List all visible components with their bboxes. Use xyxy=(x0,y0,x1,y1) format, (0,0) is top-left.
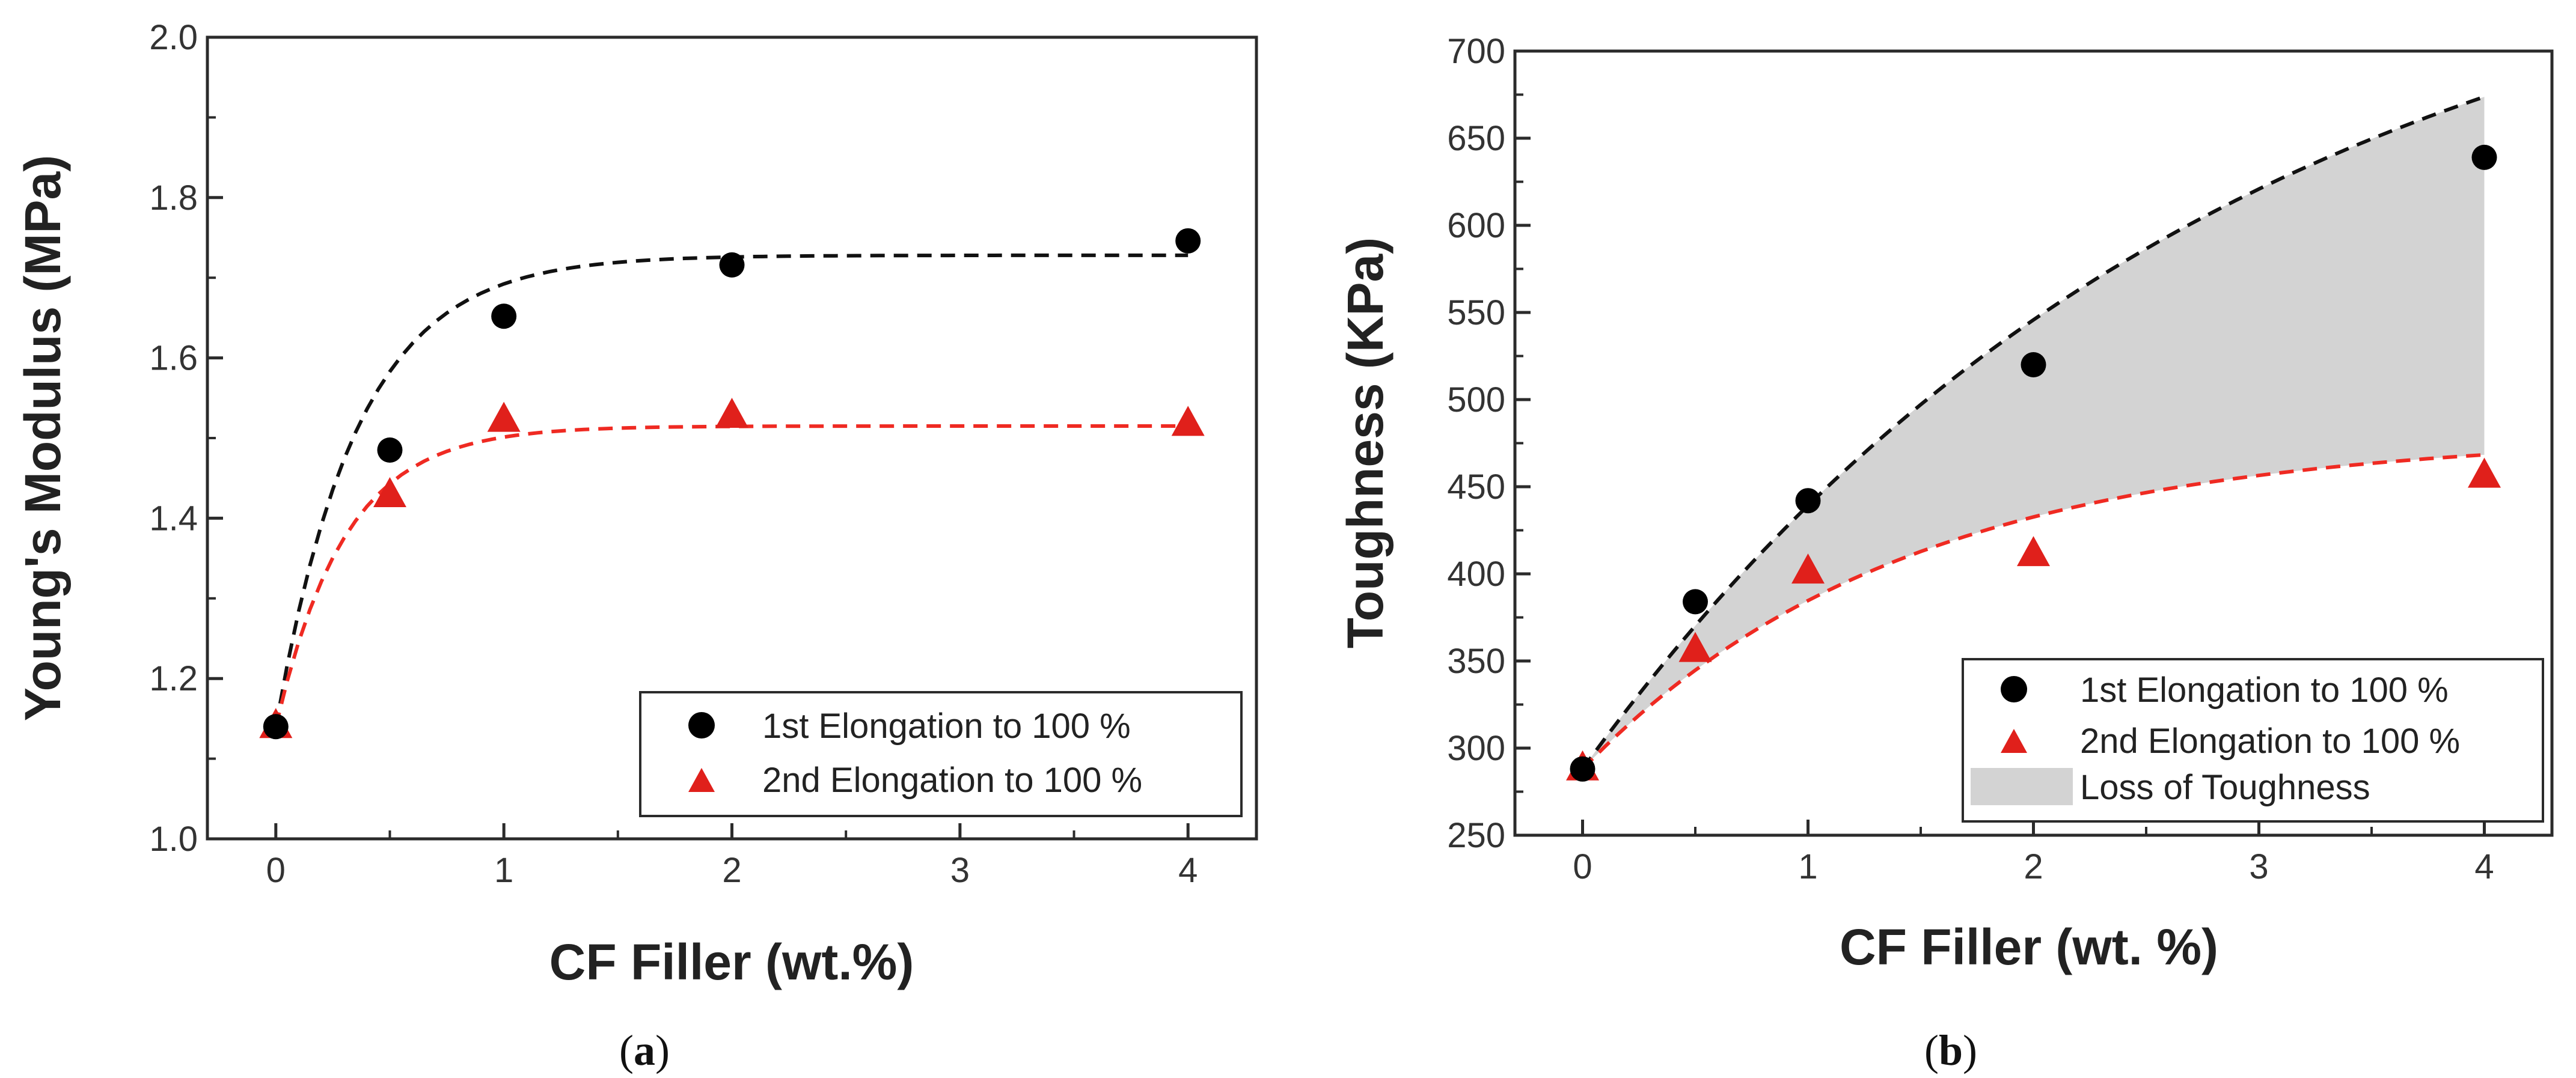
legend-label: 1st Elongation to 100 % xyxy=(2080,671,2449,710)
legend-label: 2nd Elongation to 100 % xyxy=(762,761,1142,800)
data-point-circle xyxy=(491,303,517,329)
x-tick-label: 0 xyxy=(1573,847,1592,886)
y-tick-label: 400 xyxy=(1447,555,1505,594)
x-tick-label: 4 xyxy=(2474,847,2494,886)
legend-label: 1st Elongation to 100 % xyxy=(762,707,1131,746)
data-point-circle xyxy=(2021,352,2046,377)
y-tick-label: 450 xyxy=(1447,467,1505,507)
data-point-triangle xyxy=(373,477,406,508)
y-tick-label: 600 xyxy=(1447,206,1505,245)
x-axis-title: CF Filler (wt. %) xyxy=(1840,919,2218,975)
data-point-circle xyxy=(1795,488,1821,514)
loss-of-toughness-region xyxy=(1582,97,2485,769)
x-tick-label: 2 xyxy=(2024,847,2043,886)
legend: 1st Elongation to 100 % 2nd Elongation t… xyxy=(1962,658,2544,823)
panel-caption-letter: a xyxy=(634,1026,655,1074)
x-tick-label: 4 xyxy=(1178,851,1198,890)
y-tick-label: 1.4 xyxy=(149,499,198,538)
y-tick-label: 500 xyxy=(1447,380,1505,419)
fit-curve xyxy=(1581,452,2485,770)
x-tick-label: 1 xyxy=(1798,847,1817,886)
fit-curve xyxy=(274,253,1189,727)
legend-marker-circle xyxy=(2001,676,2027,702)
fit-curve xyxy=(274,424,1189,727)
data-point-triangle xyxy=(1171,406,1205,436)
panel-b-toughness-chart: 0 1 2 3 4 250 300 350 400 450 500 550 600 650 700 Toug… xyxy=(1337,32,2554,1074)
y-tick-label: 2.0 xyxy=(149,18,198,57)
loss-of-toughness-area xyxy=(1582,97,2485,769)
fit-curves xyxy=(274,253,1189,727)
data-point-circle xyxy=(377,437,403,463)
x-axis-title: CF Filler (wt.%) xyxy=(549,934,914,990)
data-point-circle xyxy=(263,714,289,740)
fit-curve xyxy=(1581,95,2485,770)
y-tick-label: 700 xyxy=(1447,32,1505,71)
legend-marker-circle xyxy=(688,712,715,738)
panel-caption: (b) xyxy=(1924,1026,1977,1074)
data-point-triangle xyxy=(2017,536,2050,567)
x-tick-label: 3 xyxy=(950,851,970,890)
y-tick-label: 1.2 xyxy=(149,659,198,698)
y-tick-label: 250 xyxy=(1447,816,1505,855)
fit-curves xyxy=(1581,95,2485,770)
data-point-triangle xyxy=(487,401,521,432)
data-points xyxy=(259,228,1205,740)
x-tick-label: 3 xyxy=(2249,847,2268,886)
data-point-circle xyxy=(1175,228,1201,254)
y-tick-label: 550 xyxy=(1447,293,1505,332)
legend-label: 2nd Elongation to 100 % xyxy=(2080,722,2460,761)
y-axis-title: Young's Modulus (MPa) xyxy=(14,155,71,721)
y-tick-label: 300 xyxy=(1447,729,1505,768)
data-point-circle xyxy=(1570,756,1595,782)
legend-box xyxy=(639,691,1243,817)
y-tick-label: 1.0 xyxy=(149,820,198,859)
legend-swatch-shade xyxy=(1971,768,2073,805)
x-tick-label: 0 xyxy=(266,851,286,890)
data-point-triangle xyxy=(715,397,748,428)
data-point-triangle xyxy=(1678,632,1712,662)
axis-ticks: 0 1 2 3 4 250 300 350 400 450 500 550 600 650 700 xyxy=(1447,32,2494,886)
data-points xyxy=(1566,144,2501,782)
legend-label: Loss of Toughness xyxy=(2080,768,2370,807)
data-point-triangle xyxy=(2468,457,2501,488)
y-tick-label: 1.8 xyxy=(149,178,198,218)
x-tick-label: 1 xyxy=(494,851,513,890)
panel-caption-letter: b xyxy=(1939,1026,1963,1074)
y-tick-label: 1.6 xyxy=(149,339,198,378)
panel-caption: (a) xyxy=(619,1026,670,1074)
y-axis-title: Toughness (KPa) xyxy=(1337,237,1394,648)
data-point-circle xyxy=(719,252,745,278)
legend-marker-triangle xyxy=(688,768,715,792)
data-point-circle xyxy=(2471,144,2497,170)
y-tick-label: 650 xyxy=(1447,119,1505,158)
data-point-triangle xyxy=(1791,553,1825,584)
x-tick-label: 2 xyxy=(722,851,741,890)
legend-marker-triangle xyxy=(2001,729,2027,753)
data-point-circle xyxy=(1683,589,1708,615)
axis-ticks: 0 1 2 3 4 1.0 1.2 1.4 1.6 1.8 2.0 xyxy=(149,18,1198,890)
panel-a-youngs-modulus-chart: 0 1 2 3 4 1.0 1.2 1.4 1.6 1.8 2.0 Young's Modulus … xyxy=(14,18,1258,1074)
y-tick-label: 350 xyxy=(1447,642,1505,681)
legend: 1st Elongation to 100 % 2nd Elongation t… xyxy=(639,691,1243,817)
